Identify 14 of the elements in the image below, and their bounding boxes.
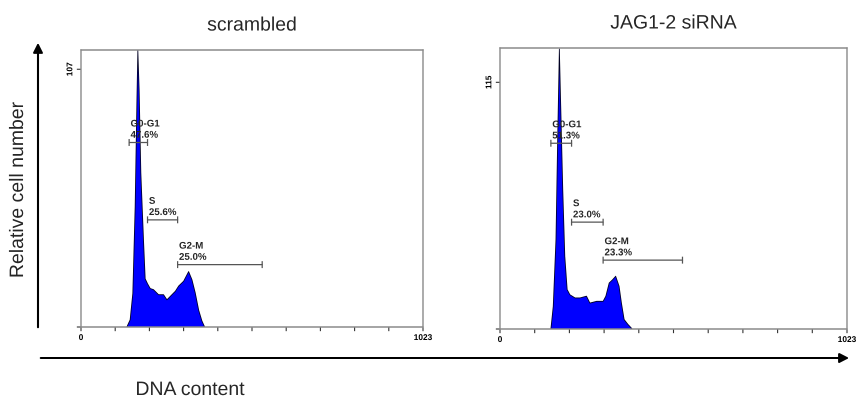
x-tick-label: 0 [498, 336, 502, 342]
annotation: G2-M 23.3% [604, 237, 632, 256]
y-tick-label: 115 [486, 76, 492, 89]
annotation: G2-M 25.0% [179, 242, 206, 260]
y-axis-title: Relative cell number [8, 102, 24, 276]
x-tick-label: 1023 [838, 336, 856, 342]
chart-title: JAG1-2 siRNA [610, 14, 737, 29]
annotation: S 25.6% [149, 197, 176, 216]
x-tick-label: 1023 [414, 334, 432, 340]
x-tick-label: 0 [79, 334, 83, 340]
chart-title: scrambled [208, 16, 296, 31]
annotation: S 23.0% [573, 199, 600, 218]
x-axis-title: DNA content [137, 382, 244, 396]
y-tick-label: 107 [66, 62, 72, 76]
